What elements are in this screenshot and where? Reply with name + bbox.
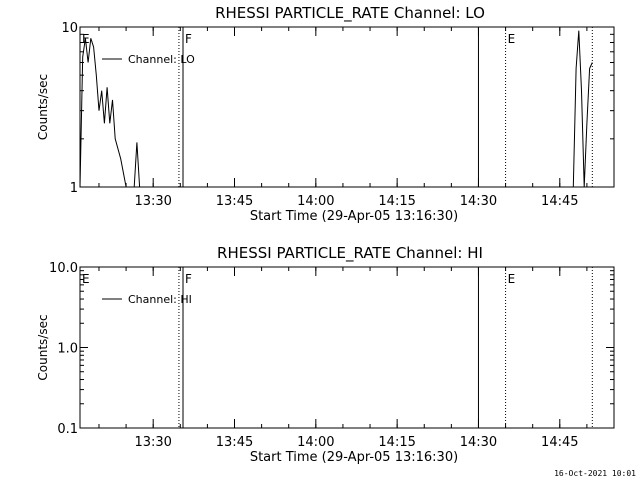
panel2-x-tick-label: 13:45 xyxy=(216,435,253,450)
panel1-x-axis-label: Start Time (29-Apr-05 13:16:30) xyxy=(250,209,458,224)
panel1-y-tick-label: 10 xyxy=(61,21,78,36)
panel1-x-tick-label: 14:45 xyxy=(541,194,578,209)
panel2-y-tick-label: 10.0 xyxy=(49,261,78,276)
panel2-x-tick-label: 13:30 xyxy=(134,435,171,450)
panel2-event-marker-label: E xyxy=(82,272,90,286)
panel1-x-tick-label: 14:15 xyxy=(378,194,415,209)
panel1-x-tick-label: 13:30 xyxy=(134,194,171,209)
panel1-x-tick-label: 14:00 xyxy=(297,194,334,209)
panel1-plot-frame xyxy=(79,26,615,188)
panel1-x-tick-label: 14:30 xyxy=(460,194,497,209)
panel2-legend-label: Channel: HI xyxy=(128,293,192,306)
panel2-y-tick-label: 0.1 xyxy=(57,422,78,437)
panel1-x-tick-label: 13:45 xyxy=(216,194,253,209)
panel2-x-tick-label: 14:15 xyxy=(378,435,415,450)
panel2-event-marker-label: F xyxy=(185,272,192,286)
panel1-event-marker-label: F xyxy=(185,32,192,46)
panel1-y-axis-label: Counts/sec xyxy=(36,74,50,140)
panel2-x-tick-label: 14:30 xyxy=(460,435,497,450)
panel1-series-line xyxy=(79,38,127,188)
panel2-plot-frame xyxy=(79,266,615,429)
panel2-x-tick-label: 14:45 xyxy=(541,435,578,450)
panel2-event-marker-label: E xyxy=(508,272,516,286)
panel1-y-tick-label: 1 xyxy=(70,181,78,196)
panel1-series-line xyxy=(572,30,593,188)
generation-timestamp: 16-Oct-2021 10:01 xyxy=(554,469,636,478)
panel2-y-axis-label: Counts/sec xyxy=(36,314,50,380)
panel1-chart-title: RHESSI PARTICLE_RATE Channel: LO xyxy=(215,4,485,23)
panel1-legend-label: Channel: LO xyxy=(128,53,195,66)
panel2-y-tick-label: 1.0 xyxy=(57,342,78,357)
panel1-event-marker-label: E xyxy=(508,32,516,46)
panel2-x-tick-label: 14:00 xyxy=(297,435,334,450)
panel1-series-line xyxy=(133,142,141,188)
panel2-chart-title: RHESSI PARTICLE_RATE Channel: HI xyxy=(217,244,483,263)
panel2-x-axis-label: Start Time (29-Apr-05 13:16:30) xyxy=(250,450,458,465)
